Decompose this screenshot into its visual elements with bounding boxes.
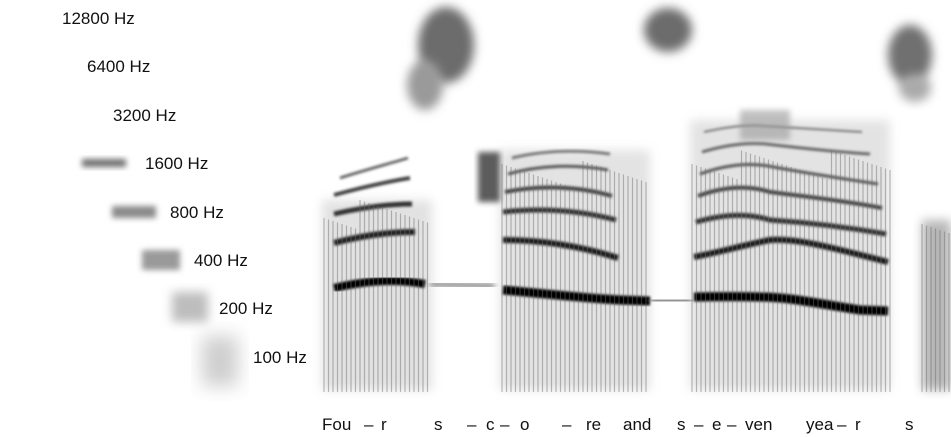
freq-label-800: 800 Hz — [170, 203, 224, 222]
frequency-labels: 12800 Hz 6400 Hz 3200 Hz 1600 Hz 800 Hz … — [62, 9, 307, 367]
spectrogram-area — [322, 7, 951, 392]
freq-label-1600: 1600 Hz — [145, 154, 208, 173]
syllable-labels: Fou – r s – c – o – re and s – e – ven y… — [322, 415, 914, 434]
freq-label-3200: 3200 Hz — [113, 106, 176, 125]
speech-segment-3 — [649, 110, 890, 390]
glottal-striations — [323, 150, 950, 392]
syllable-r: r — [381, 415, 387, 434]
syllable-r: r — [855, 415, 861, 434]
calibration-mark-1600 — [82, 159, 126, 167]
fricative-bursts — [407, 7, 932, 110]
syllable-yea: yea — [806, 415, 834, 434]
speech-segment-2 — [478, 149, 651, 390]
calibration-mark-200 — [172, 292, 208, 322]
syllable-fou: Fou — [322, 415, 351, 434]
syllable-dash: – — [364, 415, 374, 434]
freq-label-100: 100 Hz — [253, 348, 307, 367]
syllable-and: and — [623, 415, 651, 434]
syllable-s: s — [434, 415, 443, 434]
calibration-mark-800 — [112, 206, 156, 218]
freq-label-6400: 6400 Hz — [87, 57, 150, 76]
syllable-dash: – — [837, 415, 847, 434]
calibration-marks — [12, 17, 238, 386]
syllable-o: o — [520, 415, 529, 434]
syllable-dash: – — [500, 415, 510, 434]
calibration-mark-400 — [142, 250, 180, 270]
syllable-e: e — [712, 415, 721, 434]
freq-label-400: 400 Hz — [194, 251, 248, 270]
syllable-c: c — [486, 415, 495, 434]
calibration-mark-100 — [202, 336, 238, 386]
syllable-ven: ven — [745, 415, 772, 434]
syllable-s: s — [905, 415, 914, 434]
freq-label-200: 200 Hz — [219, 299, 273, 318]
syllable-dash: – — [694, 415, 704, 434]
syllable-dash: – — [467, 415, 477, 434]
syllable-s: s — [677, 415, 686, 434]
freq-label-12800: 12800 Hz — [62, 9, 135, 28]
syllable-dash: – — [727, 415, 737, 434]
speech-segment-4 — [922, 148, 951, 390]
syllable-dash: – — [562, 415, 572, 434]
syllable-re: re — [586, 415, 601, 434]
speech-segment-1 — [322, 156, 496, 390]
